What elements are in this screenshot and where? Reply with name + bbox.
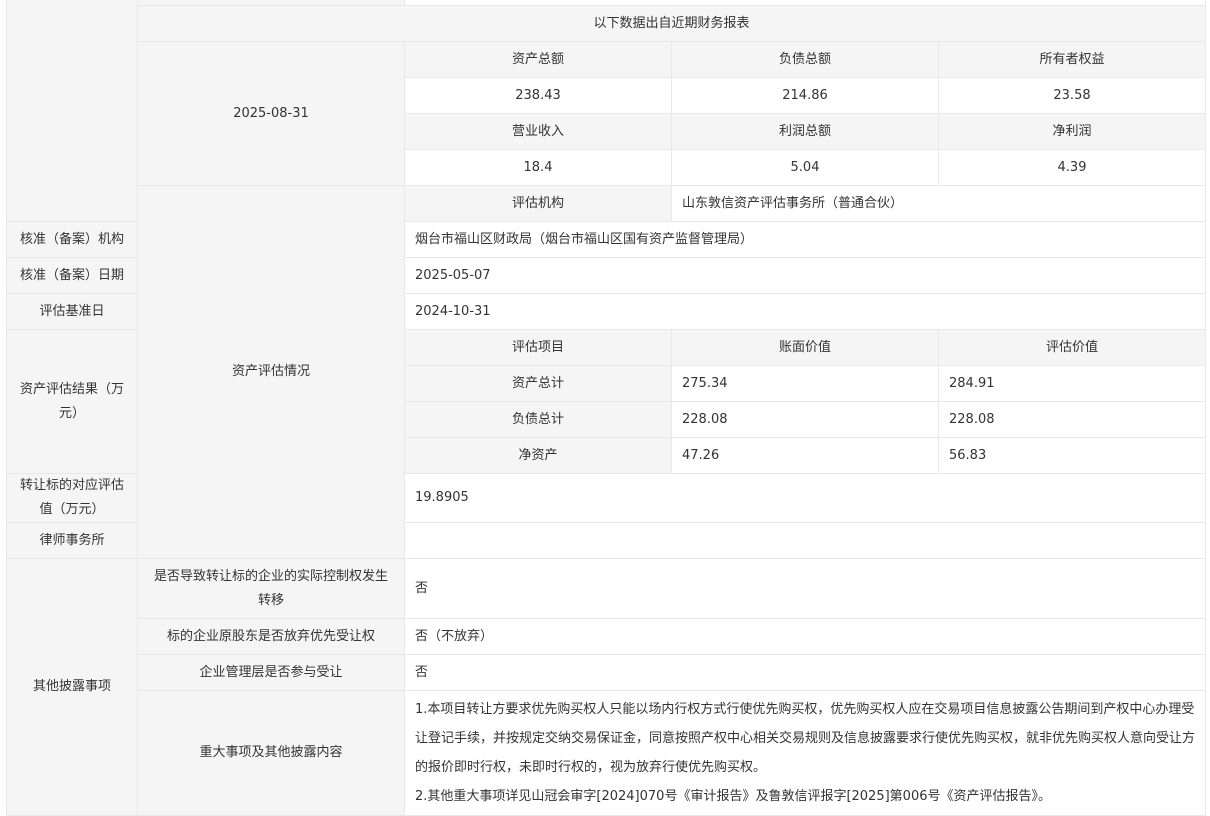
value-eval-agency: 山东敦信资产评估事务所（普通合伙） (670, 185, 1207, 222)
label-law-firm: 律师事务所 (6, 522, 138, 559)
financial-date: 2025-08-31 (137, 41, 405, 186)
value-base-date: 2024-10-31 (403, 293, 1207, 330)
book-value: 47.26 (671, 437, 939, 474)
label-target-value: 转让标的对应评估值（万元） (6, 473, 138, 523)
major-matter-line: 2.其他重大事项详见山冠会审字[2024]070号《审计报告》及鲁敦信评报字[2… (415, 789, 1051, 804)
label-base-date: 评估基准日 (6, 293, 138, 330)
disclosure-table: 以下数据出自近期财务报表 2025-08-31 资产总额 负债总额 所有者权益 … (6, 0, 1207, 816)
eval-item: 负债总计 (404, 401, 672, 438)
eval-item: 资产总计 (404, 365, 672, 402)
financial-header: 以下数据出自近期财务报表 (136, 5, 1207, 42)
value-control-transfer: 否 (403, 558, 1207, 619)
label-revenue: 营业收入 (404, 113, 672, 150)
book-value: 228.08 (671, 401, 939, 438)
label-total-profit: 利润总额 (671, 113, 939, 150)
major-matter-line: 1.本项目转让方要求优先购买权人只能以场内行权方式行使优先购买权，优先购买权人应… (415, 702, 1196, 775)
value-preemptive-right: 否（不放弃） (403, 618, 1207, 655)
eval-result-row: 负债总计 228.08 228.08 (7, 401, 1207, 438)
header-eval-item: 评估项目 (404, 329, 672, 366)
section-other: 其他披露事项 (6, 558, 138, 816)
header-eval-value: 评估价值 (937, 329, 1207, 366)
label-approval-date: 核准（备案）日期 (6, 257, 138, 294)
label-management-participation: 企业管理层是否参与受让 (137, 654, 405, 691)
label-major-matters: 重大事项及其他披露内容 (137, 690, 405, 816)
value-law-firm (403, 522, 1207, 559)
label-eval-result: 资产评估结果（万元） (6, 329, 138, 474)
eval-result-row: 资产总计 275.34 284.91 (7, 365, 1207, 402)
label-total-liabilities: 负债总额 (671, 41, 939, 78)
eval-value: 228.08 (937, 401, 1207, 438)
book-value: 275.34 (671, 365, 939, 402)
eval-result-row: 净资产 47.26 56.83 (7, 437, 1207, 474)
value-approval-date: 2025-05-07 (403, 257, 1207, 294)
value-total-assets: 238.43 (404, 77, 672, 114)
value-target-value: 19.8905 (403, 473, 1207, 523)
value-owner-equity: 23.58 (937, 77, 1207, 114)
label-owner-equity: 所有者权益 (937, 41, 1207, 78)
label-control-transfer: 是否导致转让标的企业的实际控制权发生转移 (137, 558, 405, 619)
eval-item: 净资产 (404, 437, 672, 474)
label-eval-agency: 评估机构 (404, 185, 672, 222)
value-major-matters: 1.本项目转让方要求优先购买权人只能以场内行权方式行使优先购买权，优先购买权人应… (403, 690, 1207, 816)
label-total-assets: 资产总额 (404, 41, 672, 78)
label-preemptive-right: 标的企业原股东是否放弃优先受让权 (137, 618, 405, 655)
label-net-profit: 净利润 (937, 113, 1207, 150)
value-total-profit: 5.04 (671, 149, 939, 186)
header-book-value: 账面价值 (671, 329, 939, 366)
label-approval-agency: 核准（备案）机构 (6, 221, 138, 258)
value-total-liabilities: 214.86 (671, 77, 939, 114)
section-evaluation: 资产评估情况 (137, 185, 405, 559)
section-cell-financial (6, 0, 138, 222)
value-management-participation: 否 (403, 654, 1207, 691)
eval-value: 56.83 (937, 437, 1207, 474)
eval-value: 284.91 (937, 365, 1207, 402)
value-revenue: 18.4 (404, 149, 672, 186)
value-net-profit: 4.39 (937, 149, 1207, 186)
value-approval-agency: 烟台市福山区财政局（烟台市福山区国有资产监督管理局） (403, 221, 1207, 258)
